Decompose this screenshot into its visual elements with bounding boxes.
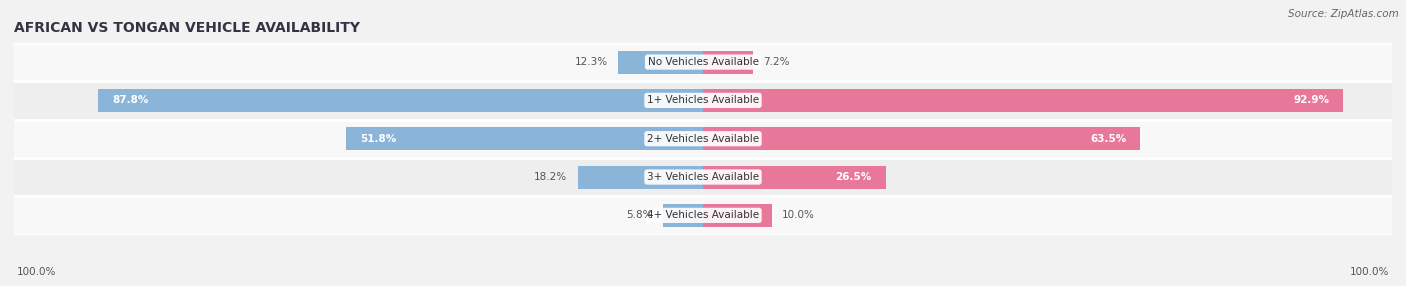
Text: 2+ Vehicles Available: 2+ Vehicles Available <box>647 134 759 144</box>
Bar <box>664 204 703 227</box>
Text: 26.5%: 26.5% <box>835 172 872 182</box>
Bar <box>703 127 1140 150</box>
Bar <box>14 158 1392 196</box>
Text: Source: ZipAtlas.com: Source: ZipAtlas.com <box>1288 9 1399 19</box>
Text: 92.9%: 92.9% <box>1294 96 1329 105</box>
Text: 5.8%: 5.8% <box>626 210 652 220</box>
Text: 18.2%: 18.2% <box>534 172 567 182</box>
Text: 4+ Vehicles Available: 4+ Vehicles Available <box>647 210 759 220</box>
Bar <box>14 81 1392 120</box>
Bar <box>346 127 703 150</box>
Text: 7.2%: 7.2% <box>763 57 789 67</box>
Bar <box>703 89 1343 112</box>
Bar <box>14 120 1392 158</box>
Text: 12.3%: 12.3% <box>575 57 607 67</box>
Text: 100.0%: 100.0% <box>17 267 56 277</box>
Bar <box>619 51 703 74</box>
Text: 1+ Vehicles Available: 1+ Vehicles Available <box>647 96 759 105</box>
Bar <box>578 166 703 188</box>
Text: 63.5%: 63.5% <box>1091 134 1126 144</box>
Bar <box>14 196 1392 235</box>
Text: 51.8%: 51.8% <box>360 134 396 144</box>
Text: AFRICAN VS TONGAN VEHICLE AVAILABILITY: AFRICAN VS TONGAN VEHICLE AVAILABILITY <box>14 21 360 35</box>
Bar <box>14 43 1392 81</box>
Bar <box>703 51 752 74</box>
Text: 87.8%: 87.8% <box>112 96 148 105</box>
Text: 10.0%: 10.0% <box>782 210 815 220</box>
Bar <box>98 89 703 112</box>
Bar <box>703 166 886 188</box>
Text: 100.0%: 100.0% <box>1350 267 1389 277</box>
Text: No Vehicles Available: No Vehicles Available <box>648 57 758 67</box>
Bar <box>703 204 772 227</box>
Text: 3+ Vehicles Available: 3+ Vehicles Available <box>647 172 759 182</box>
